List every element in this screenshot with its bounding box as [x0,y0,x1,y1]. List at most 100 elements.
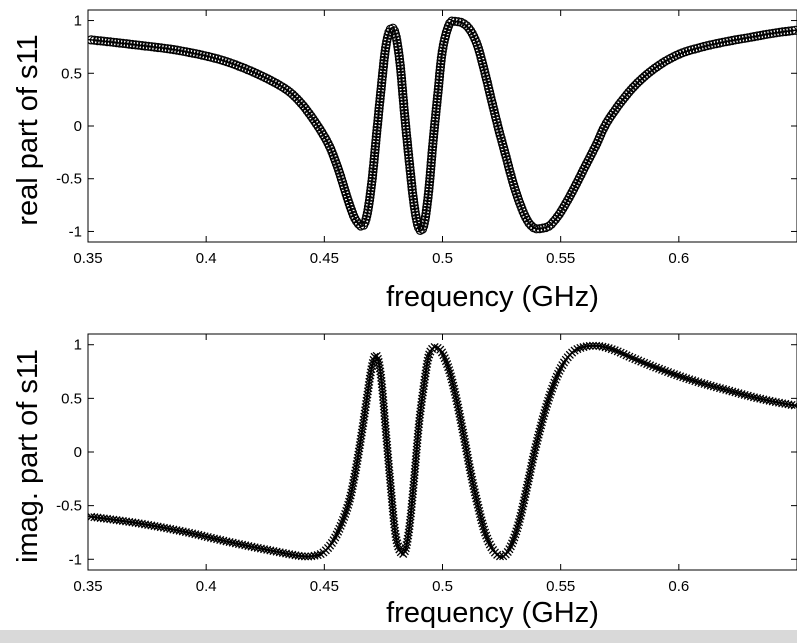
data-point [765,396,774,405]
data-point [197,531,206,540]
data-point [448,378,457,387]
data-point [367,173,377,183]
data-point [378,392,388,401]
data-point [532,439,541,449]
data-point [398,92,408,103]
data-point [418,388,427,397]
data-point [368,362,377,371]
data-point [388,504,397,513]
data-point [784,26,794,36]
data-point [454,403,463,412]
data-point [275,548,284,557]
data-point [533,436,542,445]
data-point [711,38,722,49]
data-point [345,494,354,503]
data-point [278,548,287,557]
data-point [449,384,459,393]
data-point [433,87,443,98]
data-point [768,397,777,406]
data-point [366,180,377,190]
data-point [463,453,472,462]
data-point [112,516,121,525]
data-point [137,40,147,51]
data-point [459,428,468,437]
y-tick-label: 0 [74,444,82,461]
data-point [359,418,368,428]
data-point [762,396,771,405]
data-point [382,437,391,446]
x-tick-label: 0.45 [310,578,339,595]
data-point [393,41,403,52]
data-point [413,439,422,448]
data-point [464,460,474,469]
data-point [727,35,737,46]
data-point [434,71,445,82]
data-point [375,90,385,101]
data-point [134,40,144,50]
data-point [774,27,785,37]
data-point [405,166,415,176]
data-point [410,467,419,477]
data-point [405,159,415,169]
data-point [471,491,480,500]
data-point [579,343,588,352]
data-point [234,539,244,549]
data-point [172,526,181,535]
data-point [463,450,472,459]
data-point [447,16,457,26]
data-point [466,26,476,36]
data-point [457,419,466,428]
data-point [384,456,393,465]
data-point [465,463,474,472]
data-point [403,147,413,157]
data-point [434,75,444,85]
data-point [361,403,370,412]
data-point [377,71,387,81]
data-point [281,549,291,558]
data-point [421,366,431,375]
data-point [409,197,419,208]
data-point [156,523,165,532]
data-point [352,460,361,469]
data-point [466,466,475,475]
data-point [452,394,461,403]
data-point [228,538,237,547]
data-point [454,406,463,415]
data-point [717,37,728,47]
y-tick-label: -0.5 [56,498,82,515]
data-point [420,375,429,384]
data-point [396,73,407,83]
data-point [434,78,444,88]
data-point [417,397,426,406]
data-point [582,342,591,351]
data-point [762,29,772,39]
data-point [526,464,535,474]
data-point [466,469,475,478]
data-point [250,543,259,552]
data-point [191,530,200,539]
x-axis-label: frequency (GHz) [386,281,599,313]
data-point [377,376,386,386]
data-point [426,158,436,168]
data-point [428,142,438,152]
data-point [461,441,470,450]
data-point [408,487,418,496]
data-point [406,512,415,521]
data-point [269,546,278,556]
data-point [178,46,188,56]
data-point [382,431,391,440]
data-point [431,103,441,114]
data-point [451,390,460,400]
data-point [585,341,594,350]
data-point [125,517,134,526]
data-point [364,199,374,209]
data-point [433,91,443,101]
data-point [414,426,423,435]
data-point [425,167,435,177]
data-point [784,400,793,409]
data-point [411,210,421,220]
data-point [386,485,396,494]
data-point [412,448,421,457]
data-point [371,135,381,145]
data-point [432,97,442,107]
